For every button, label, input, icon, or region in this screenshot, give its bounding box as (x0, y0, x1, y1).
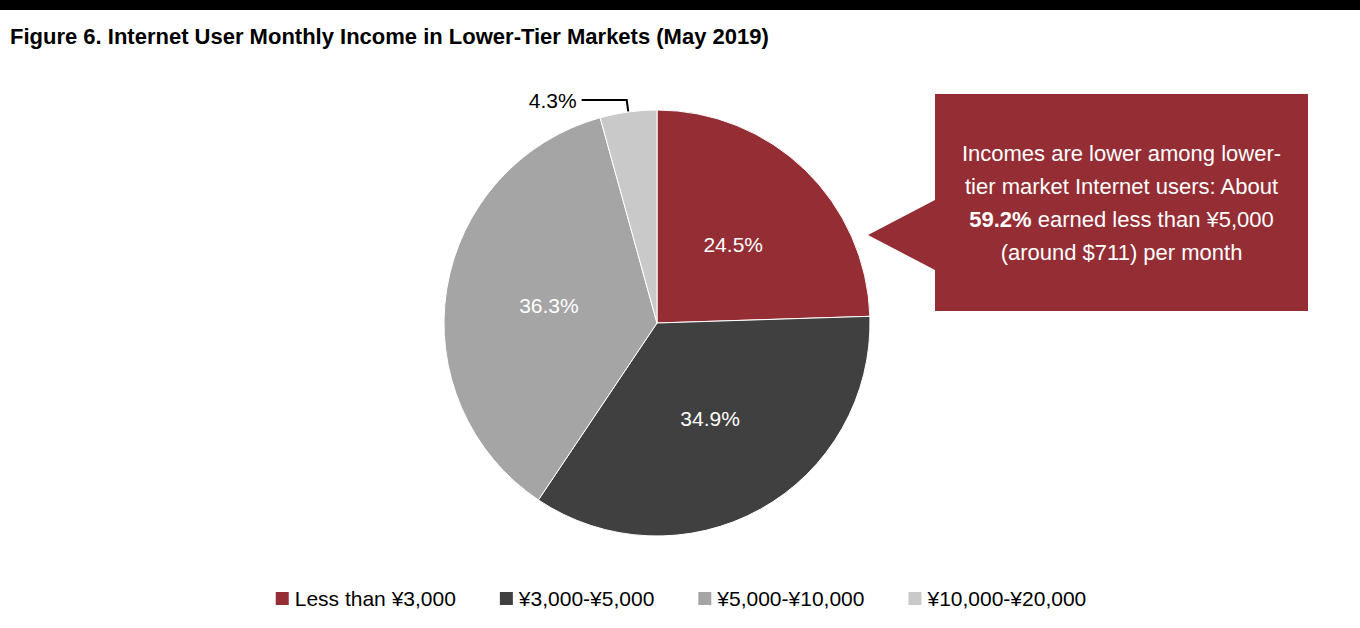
svg-text:24.5%: 24.5% (703, 233, 763, 256)
svg-text:36.3%: 36.3% (519, 294, 579, 317)
svg-text:¥10,000-¥20,000: ¥10,000-¥20,000 (926, 587, 1086, 610)
html-text:Incomes are lower among lower-: Incomes are lower among lower-tier marke… (961, 140, 1282, 199)
svg-text:Less than ¥3,000: Less than ¥3,000 (295, 587, 456, 610)
svg-text:4.3%: 4.3% (529, 89, 577, 112)
html-text:59.2% earned less than ¥5,000: 59.2% earned less than ¥5,000 (around $7… (969, 206, 1274, 265)
svg-text:¥5,000-¥10,000: ¥5,000-¥10,000 (716, 587, 864, 610)
svg-text:¥3,000-¥5,000: ¥3,000-¥5,000 (518, 587, 654, 610)
svg-text:34.9%: 34.9% (680, 407, 740, 430)
svg-text:Figure 6. Internet User Monthl: Figure 6. Internet User Monthly Income i… (10, 24, 769, 49)
